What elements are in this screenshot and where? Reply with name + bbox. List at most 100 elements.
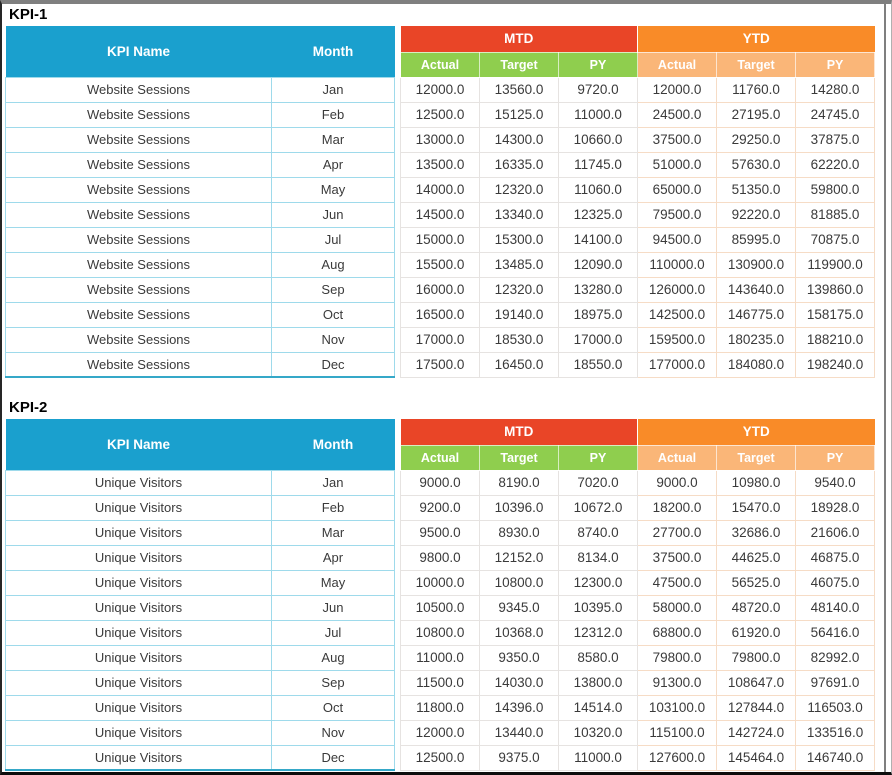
mtd-value-cell: 10320.0 xyxy=(557,719,639,746)
kpi-name-cell: Website Sessions xyxy=(5,226,272,253)
ytd-value-cell: 158175.0 xyxy=(795,301,876,328)
ytd-target-header: Target xyxy=(716,51,797,78)
table-row: Unique Visitors Jan 9000.0 8190.0 7020.0 9000… xyxy=(5,469,876,496)
ytd-value-cell: 126000.0 xyxy=(637,276,718,303)
table-row: Website Sessions Oct 16500.0 19140.0 18975.0… xyxy=(5,301,876,328)
kpi-name-cell: Website Sessions xyxy=(5,276,272,303)
mtd-group-header: MTD xyxy=(400,26,639,52)
mtd-value-cell: 16000.0 xyxy=(400,276,480,303)
mtd-value-cell: 10672.0 xyxy=(557,494,639,521)
ytd-value-cell: 85995.0 xyxy=(716,226,797,253)
month-cell: Feb xyxy=(271,101,395,128)
ytd-value-cell: 37500.0 xyxy=(637,126,718,153)
kpi-name-cell: Website Sessions xyxy=(5,251,272,278)
kpi-name-cell: Unique Visitors xyxy=(5,744,272,771)
column-gap xyxy=(394,352,401,377)
ytd-value-cell: 119900.0 xyxy=(795,251,876,278)
month-cell: Dec xyxy=(271,744,395,771)
month-cell: Jul xyxy=(271,226,395,253)
column-gap xyxy=(394,152,401,177)
mtd-value-cell: 12320.0 xyxy=(479,176,559,203)
ytd-value-cell: 56525.0 xyxy=(716,569,797,596)
table-row: Unique Visitors Jul 10800.0 10368.0 12312.0 6… xyxy=(5,619,876,646)
ytd-value-cell: 18928.0 xyxy=(795,494,876,521)
header-row-subcolumns: Actual Target PY Actual Target PY xyxy=(6,444,876,471)
column-gap xyxy=(394,595,401,620)
table-row: Website Sessions Aug 15500.0 13485.0 12090.0… xyxy=(5,251,876,278)
month-cell: Aug xyxy=(271,251,395,278)
mtd-value-cell: 9350.0 xyxy=(479,644,559,671)
ytd-value-cell: 61920.0 xyxy=(716,619,797,646)
mtd-value-cell: 12500.0 xyxy=(400,101,480,128)
column-gap xyxy=(394,495,401,520)
ytd-value-cell: 21606.0 xyxy=(795,519,876,546)
ytd-value-cell: 79500.0 xyxy=(637,201,718,228)
ytd-value-cell: 62220.0 xyxy=(795,151,876,178)
ytd-value-cell: 130900.0 xyxy=(716,251,797,278)
mtd-value-cell: 10396.0 xyxy=(479,494,559,521)
mtd-value-cell: 15125.0 xyxy=(479,101,559,128)
mtd-value-cell: 12300.0 xyxy=(557,569,639,596)
ytd-value-cell: 133516.0 xyxy=(795,719,876,746)
month-cell: Apr xyxy=(271,544,395,571)
window-frame-line xyxy=(884,4,886,772)
month-cell: Oct xyxy=(271,301,395,328)
month-cell: Dec xyxy=(271,351,395,378)
ytd-value-cell: 37500.0 xyxy=(637,544,718,571)
ytd-value-cell: 91300.0 xyxy=(637,669,718,696)
kpi1-title: KPI-1 xyxy=(9,6,48,23)
column-gap xyxy=(394,745,401,770)
mtd-value-cell: 9720.0 xyxy=(557,76,639,103)
mtd-value-cell: 9000.0 xyxy=(400,469,480,496)
mtd-value-cell: 9800.0 xyxy=(400,544,480,571)
kpi-name-cell: Unique Visitors xyxy=(5,619,272,646)
kpi-name-cell: Website Sessions xyxy=(5,326,272,353)
ytd-value-cell: 145464.0 xyxy=(716,744,797,771)
ytd-target-header: Target xyxy=(716,444,797,471)
ytd-actual-header: Actual xyxy=(637,444,718,471)
table-row: Unique Visitors May 10000.0 10800.0 12300.0 4… xyxy=(5,569,876,596)
table-row: Unique Visitors Feb 9200.0 10396.0 10672.0 18… xyxy=(5,494,876,521)
kpi1-table: KPI Name Month MTD YTD Actual Target PY … xyxy=(5,26,876,378)
month-cell: Nov xyxy=(271,719,395,746)
table-row: Unique Visitors Sep 11500.0 14030.0 13800.0 9… xyxy=(5,669,876,696)
mtd-value-cell: 15500.0 xyxy=(400,251,480,278)
ytd-value-cell: 142500.0 xyxy=(637,301,718,328)
ytd-value-cell: 127844.0 xyxy=(716,694,797,721)
column-gap xyxy=(394,102,401,127)
table-row: Unique Visitors Apr 9800.0 12152.0 8134.0 375… xyxy=(5,544,876,571)
ytd-value-cell: 188210.0 xyxy=(795,326,876,353)
ytd-value-cell: 116503.0 xyxy=(795,694,876,721)
table-row: Website Sessions Mar 13000.0 14300.0 10660.0… xyxy=(5,126,876,153)
mtd-value-cell: 10800.0 xyxy=(479,569,559,596)
mtd-value-cell: 8740.0 xyxy=(557,519,639,546)
month-cell: Jun xyxy=(271,201,395,228)
ytd-value-cell: 10980.0 xyxy=(716,469,797,496)
mtd-value-cell: 15000.0 xyxy=(400,226,480,253)
mtd-value-cell: 15300.0 xyxy=(479,226,559,253)
ytd-value-cell: 24745.0 xyxy=(795,101,876,128)
mtd-value-cell: 11000.0 xyxy=(557,101,639,128)
ytd-value-cell: 70875.0 xyxy=(795,226,876,253)
mtd-value-cell: 13280.0 xyxy=(557,276,639,303)
mtd-value-cell: 8190.0 xyxy=(479,469,559,496)
ytd-value-cell: 51350.0 xyxy=(716,176,797,203)
month-cell: Mar xyxy=(271,519,395,546)
mtd-value-cell: 16500.0 xyxy=(400,301,480,328)
column-gap xyxy=(394,277,401,302)
mtd-actual-header: Actual xyxy=(400,51,480,78)
kpi-name-cell: Website Sessions xyxy=(5,301,272,328)
month-cell: Jan xyxy=(271,76,395,103)
ytd-value-cell: 18200.0 xyxy=(637,494,718,521)
month-cell: Aug xyxy=(271,644,395,671)
table-row: Website Sessions Nov 17000.0 18530.0 17000.0… xyxy=(5,326,876,353)
mtd-value-cell: 13500.0 xyxy=(400,151,480,178)
mtd-value-cell: 14030.0 xyxy=(479,669,559,696)
table-row: Website Sessions Dec 17500.0 16450.0 18550.0… xyxy=(5,351,876,378)
ytd-value-cell: 79800.0 xyxy=(637,644,718,671)
month-cell: Feb xyxy=(271,494,395,521)
month-cell: Mar xyxy=(271,126,395,153)
table-row: Website Sessions Jul 15000.0 15300.0 14100.0… xyxy=(5,226,876,253)
header-row-groups: KPI Name Month MTD YTD xyxy=(5,419,875,470)
